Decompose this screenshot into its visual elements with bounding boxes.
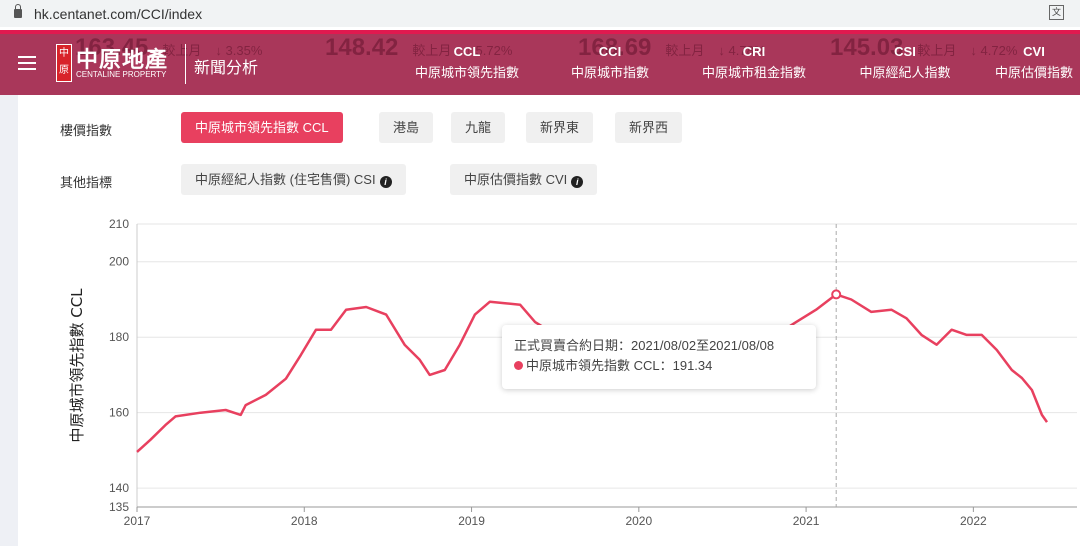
y-tick-label: 210: [109, 217, 129, 231]
highlight-point: [831, 289, 842, 300]
nav-cri[interactable]: CRI 中原城市租金指數: [701, 44, 806, 80]
x-tick-label: 2021: [793, 514, 820, 528]
section-title[interactable]: 新聞分析: [194, 60, 259, 77]
x-tick-label: 2017: [124, 514, 151, 528]
divider: [185, 44, 186, 84]
nav-csi[interactable]: CSI 中原經紀人指數: [859, 44, 951, 80]
option-hk-island[interactable]: 港島: [379, 112, 434, 143]
logo-subtext: CENTALINE PROPERTY: [76, 70, 167, 79]
other-index-label: 其他指標: [60, 175, 113, 190]
address-bar[interactable]: hk.centanet.com/CCI/index 文: [0, 0, 1080, 27]
option-nt-west[interactable]: 新界西: [615, 112, 683, 143]
tooltip-date: 正式買賣合約日期：2021/08/02至2021/08/08: [514, 338, 775, 353]
option-csi-label: 中原經紀人指數 (住宅售價) CSI: [195, 172, 376, 187]
x-tick-label: 2018: [291, 514, 318, 528]
info-icon[interactable]: i: [379, 176, 392, 188]
translate-icon[interactable]: 文: [1049, 5, 1064, 20]
series-line: [136, 293, 1049, 453]
logo-text[interactable]: 中原地產: [76, 47, 169, 72]
info-icon[interactable]: i: [571, 176, 584, 188]
tooltip-value-row: 中原城市領先指數 CCL：191.34: [514, 356, 804, 376]
ticker-ccl: 163.45 較上月 ↓ 3.35%: [75, 34, 263, 61]
y-axis-title: 中原城市領先指數 CCL: [68, 288, 86, 443]
series-dot-icon: [514, 361, 523, 370]
ticker-csi: 145.03 較上月 ↓ 4.72%: [830, 34, 1018, 61]
chart-tooltip: 正式買賣合約日期：2021/08/02至2021/08/08 中原城市領先指數 …: [502, 325, 816, 389]
sidebar: [0, 95, 18, 546]
x-tick-label: 2019: [458, 514, 485, 528]
nav-ccl[interactable]: CCL 中原城市領先指數: [414, 44, 519, 80]
y-tick-label: 135: [109, 500, 129, 514]
nav-cci[interactable]: CCI 中原城市指數: [570, 44, 649, 80]
option-cvi[interactable]: 中原估價指數 CVI i: [450, 164, 598, 195]
option-cvi-label: 中原估價指數 CVI: [464, 172, 568, 187]
x-tick-label: 2022: [960, 514, 987, 528]
tooltip-value: 中原城市領先指數 CCL：191.34: [526, 358, 713, 373]
nav-cvi[interactable]: CVI 中原估價指數: [995, 44, 1074, 80]
site-header: 163.45 較上月 ↓ 3.35% 148.42 較上月 ↓ 5.72% 168.69…: [0, 30, 1080, 95]
option-kowloon[interactable]: 九龍: [451, 112, 506, 143]
ticker-cri: 168.69 較上月 ↓ 4.78%: [578, 34, 766, 61]
option-csi[interactable]: 中原經紀人指數 (住宅售價) CSI i: [181, 164, 406, 195]
menu-icon[interactable]: [18, 56, 36, 70]
logo-seal[interactable]: 中原: [56, 44, 72, 82]
option-ccl[interactable]: 中原城市領先指數 CCL: [181, 112, 343, 143]
lock-icon: [14, 4, 22, 18]
url-text[interactable]: hk.centanet.com/CCI/index: [34, 5, 203, 22]
price-index-label: 樓價指數: [60, 123, 113, 138]
option-nt-east[interactable]: 新界東: [526, 112, 594, 143]
x-tick-label: 2020: [625, 514, 652, 528]
ticker-cci: 148.42 較上月 ↓ 5.72%: [325, 34, 513, 61]
y-tick-label: 160: [109, 406, 129, 420]
y-tick-label: 180: [109, 330, 129, 344]
y-tick-label: 200: [109, 255, 129, 269]
y-tick-label: 140: [109, 481, 129, 495]
